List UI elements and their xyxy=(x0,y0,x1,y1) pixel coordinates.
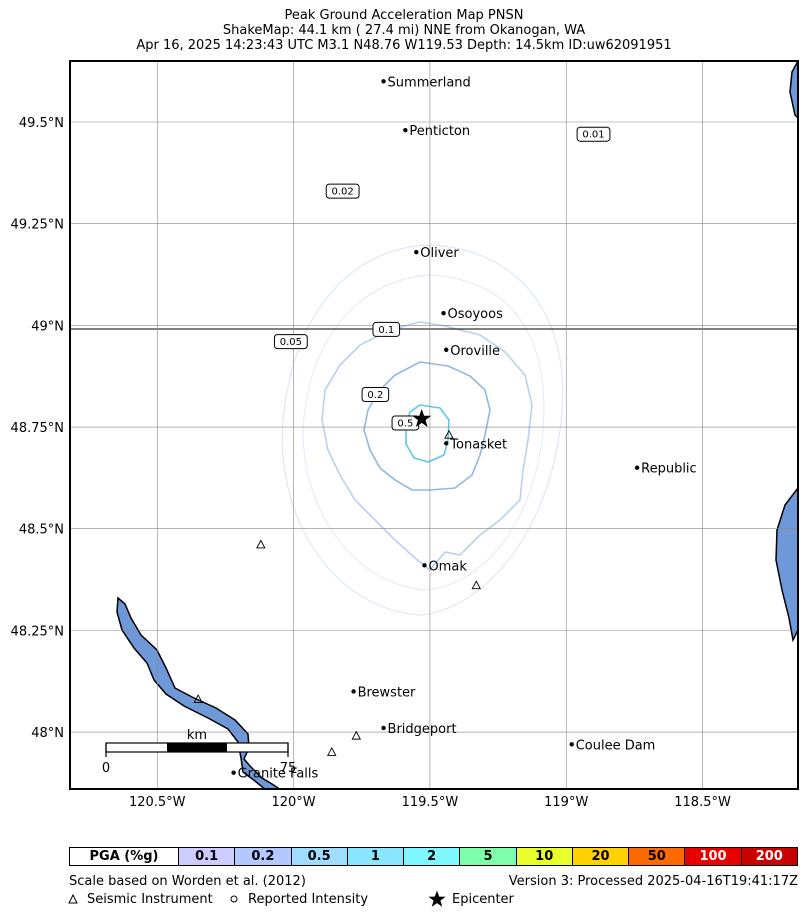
seismic-stations xyxy=(193,429,482,756)
legend-bin: 0.1 xyxy=(178,848,235,865)
city-dot xyxy=(381,79,386,84)
scale-bar-title: km xyxy=(187,728,207,743)
scale-bar: km 0 75 xyxy=(102,728,296,776)
city-label: Bridgeport xyxy=(388,722,457,737)
lat-tick-label: 48.25°N xyxy=(11,624,64,639)
longitude-ticks: 120.5°W 120°W 119.5°W 119°W 118.5°W xyxy=(129,795,731,810)
city-label: Penticton xyxy=(409,124,470,139)
seismic-station-icon xyxy=(471,580,482,590)
contour-label: 0.5 xyxy=(397,418,413,429)
contour-0.1 xyxy=(321,321,533,572)
city-label: Summerland xyxy=(388,75,471,90)
legend-bin: 200 xyxy=(740,848,797,865)
columbia-river-west xyxy=(116,596,280,789)
contour-label-box xyxy=(361,386,390,402)
contour-label-box xyxy=(372,321,401,337)
lat-tick-label: 48.5°N xyxy=(19,523,64,538)
legend-bin: 0.2 xyxy=(234,848,291,865)
legend-bin: 50 xyxy=(628,848,685,865)
city-dot xyxy=(444,441,449,446)
seismic-station-icon xyxy=(351,730,362,740)
seismic-instrument-icon xyxy=(68,893,78,904)
city-dot xyxy=(441,310,446,316)
contour-label-box xyxy=(576,126,611,142)
shakemap-map: Summerland Penticton Oliver Osoyoos Oroville… xyxy=(11,60,799,810)
city-label: Republic xyxy=(641,462,697,477)
lake-republic-east xyxy=(775,486,798,643)
lon-tick-label: 119.5°W xyxy=(402,795,459,810)
lat-tick-label: 48.75°N xyxy=(11,421,64,436)
seismic-station-icon xyxy=(444,429,454,439)
lon-tick-label: 118.5°W xyxy=(674,795,731,810)
reported-intensity-icon xyxy=(230,895,238,903)
contour-label: 0.2 xyxy=(367,390,383,401)
city-markers: Summerland Penticton Oliver Osoyoos Oroville… xyxy=(231,75,697,782)
contour-label-box xyxy=(273,334,308,350)
legend-bin: 0.5 xyxy=(290,848,347,865)
seismic-station-icon xyxy=(256,539,266,549)
lat-tick-label: 49°N xyxy=(31,319,64,334)
legend-header: PGA (%g) xyxy=(70,848,178,865)
scale-note: Scale based on Worden et al. (2012) xyxy=(69,874,306,889)
title-line-2: ShakeMap: 44.1 km ( 27.4 mi) NNE from Ok… xyxy=(222,23,586,38)
lat-tick-label: 49.25°N xyxy=(11,218,64,233)
latitude-ticks: 49.5°N 49.25°N 49°N 48.75°N 48.5°N 48.25°N 48°… xyxy=(11,116,64,741)
intensity-legend-label: Reported Intensity xyxy=(248,892,369,907)
epicenter-star-icon xyxy=(412,408,432,427)
lon-tick-label: 119°W xyxy=(544,795,588,810)
epicenter-legend-label: Epicenter xyxy=(452,892,514,907)
city-label: Brewster xyxy=(358,685,416,700)
lat-tick-label: 48°N xyxy=(31,726,64,741)
legend-bin: 10 xyxy=(515,848,572,865)
city-label: Omak xyxy=(428,559,467,574)
scale-bar-end: 75 xyxy=(280,761,297,776)
title-line-1: Peak Ground Acceleration Map PNSN xyxy=(284,8,524,23)
contour-labels: 0.01 0.02 0.05 0.1 0.2 0.5 xyxy=(273,126,611,431)
legend-bin: 5 xyxy=(459,848,516,865)
city-label: Oliver xyxy=(420,246,459,261)
city-dot xyxy=(231,770,236,775)
map-frame xyxy=(69,60,799,790)
city-label: Osoyoos xyxy=(448,307,504,322)
lon-tick-label: 120.5°W xyxy=(129,795,186,810)
city-label: Oroville xyxy=(450,344,500,359)
city-dot xyxy=(381,725,386,731)
contour-0.02 xyxy=(302,274,545,591)
city-dot xyxy=(422,563,427,568)
epicenter-legend-icon xyxy=(428,890,446,907)
contour-label: 0.05 xyxy=(280,337,302,348)
city-dot xyxy=(444,347,449,352)
city-dot xyxy=(403,127,408,133)
city-label: Tonasket xyxy=(449,437,507,452)
contour-label: 0.1 xyxy=(378,325,394,336)
seismic-station-icon xyxy=(193,694,203,703)
seismic-station-icon xyxy=(327,746,337,756)
city-dot xyxy=(634,465,640,470)
city-dot xyxy=(414,249,419,255)
map-area: Summerland Penticton Oliver Osoyoos Oroville… xyxy=(70,61,798,789)
legend-bin: 100 xyxy=(684,848,741,865)
contour-label: 0.01 xyxy=(582,130,604,141)
city-label: Granite Falls xyxy=(238,767,319,782)
instrument-legend-label: Seismic Instrument xyxy=(87,892,213,907)
city-label: Coulee Dam xyxy=(576,738,656,753)
city-dot xyxy=(569,742,574,747)
lon-tick-label: 120°W xyxy=(271,795,315,810)
legend-bin: 1 xyxy=(346,848,404,865)
map-gridlines xyxy=(70,61,798,789)
legend-bin: 2 xyxy=(403,848,460,865)
scale-bar-start: 0 xyxy=(102,761,110,776)
pga-legend: PGA (%g) 0.1 0.2 0.5 1 2 5 10 20 50 100 200 xyxy=(69,847,798,866)
title-line-3: Apr 16, 2025 14:23:43 UTC M3.1 N48.76 W1… xyxy=(136,38,672,53)
lat-tick-label: 49.5°N xyxy=(19,116,64,131)
version-text: Version 3: Processed 2025-04-16T19:41:17… xyxy=(508,874,798,889)
contour-label-box xyxy=(325,183,360,199)
lake-north-east xyxy=(789,61,798,120)
city-dot xyxy=(351,689,356,694)
contour-label: 0.02 xyxy=(332,187,354,198)
legend-bin: 20 xyxy=(571,848,629,865)
contour-0.5 xyxy=(405,404,450,463)
